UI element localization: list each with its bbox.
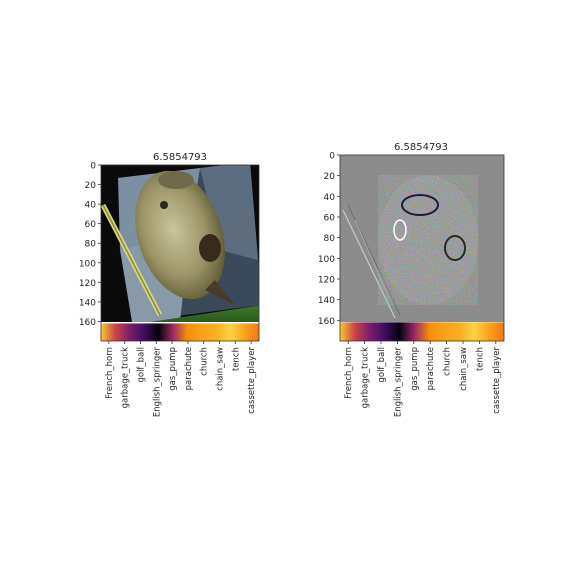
x-tick-label: French_horn bbox=[344, 347, 354, 399]
x-tick-label: garbage_truck bbox=[121, 347, 131, 408]
y-tick-label: 160 bbox=[318, 317, 335, 327]
y-tick-label: 40 bbox=[324, 193, 336, 203]
y-tick-label: 120 bbox=[79, 279, 96, 289]
y-tick-label: 100 bbox=[79, 259, 96, 269]
right-class-strip bbox=[340, 322, 504, 341]
y-tick-label: 0 bbox=[329, 152, 335, 162]
x-tick-label: English_springer bbox=[152, 347, 162, 418]
x-tick-label: gas_pump bbox=[168, 347, 178, 391]
left-class-strip bbox=[101, 323, 259, 341]
x-tick-label: garbage_truck bbox=[361, 347, 371, 408]
x-tick-label: church bbox=[200, 347, 210, 376]
left-chart-title: 6.5854793 bbox=[153, 152, 207, 163]
x-tick-label: tench bbox=[231, 347, 241, 371]
right-chart-title: 6.5854793 bbox=[394, 142, 448, 153]
left-chart-panel: 6.5854793 0 20 40 60 80 100 120 140 160 French_h… bbox=[79, 152, 262, 417]
left-image bbox=[101, 159, 262, 341]
left-y-axis: 0 20 40 60 80 100 120 140 160 bbox=[79, 162, 101, 328]
y-tick-label: 140 bbox=[79, 298, 96, 308]
x-tick-label: cassette_player bbox=[492, 347, 502, 414]
x-tick-label: parachute bbox=[426, 347, 436, 390]
x-tick-label: parachute bbox=[184, 347, 194, 390]
y-tick-label: 100 bbox=[318, 255, 335, 265]
x-tick-label: gas_pump bbox=[410, 347, 420, 391]
x-tick-label: French_horn bbox=[105, 347, 115, 399]
x-tick-label: tench bbox=[475, 347, 485, 371]
x-tick-label: English_springer bbox=[393, 347, 403, 418]
x-tick-label: golf_ball bbox=[137, 347, 147, 383]
right-x-axis: French_horn garbage_truck golf_ball English… bbox=[344, 341, 502, 417]
y-tick-label: 60 bbox=[85, 220, 97, 230]
left-class-strip-fill bbox=[101, 323, 259, 341]
y-tick-label: 60 bbox=[324, 214, 336, 224]
x-tick-label: golf_ball bbox=[377, 347, 387, 383]
x-tick-label: chain_saw bbox=[459, 347, 469, 391]
x-tick-label: church bbox=[443, 347, 453, 376]
y-tick-label: 20 bbox=[324, 172, 336, 182]
y-tick-label: 140 bbox=[318, 296, 335, 306]
y-tick-label: 80 bbox=[85, 240, 97, 250]
y-tick-label: 160 bbox=[79, 318, 96, 328]
y-tick-label: 0 bbox=[90, 162, 96, 172]
y-tick-label: 40 bbox=[85, 201, 97, 211]
x-tick-label: cassette_player bbox=[247, 347, 257, 414]
y-tick-label: 80 bbox=[324, 234, 336, 244]
right-chart-panel: 6.5854793 0 20 40 60 80 100 120 140 160 French_h… bbox=[318, 142, 504, 417]
right-saliency-image bbox=[340, 155, 504, 341]
right-class-strip-fill bbox=[340, 322, 504, 341]
y-tick-label: 120 bbox=[318, 276, 335, 286]
right-y-axis: 0 20 40 60 80 100 120 140 160 bbox=[318, 152, 340, 327]
left-x-axis: French_horn garbage_truck golf_ball English… bbox=[105, 341, 257, 417]
y-tick-label: 20 bbox=[85, 181, 97, 191]
x-tick-label: chain_saw bbox=[216, 347, 226, 391]
